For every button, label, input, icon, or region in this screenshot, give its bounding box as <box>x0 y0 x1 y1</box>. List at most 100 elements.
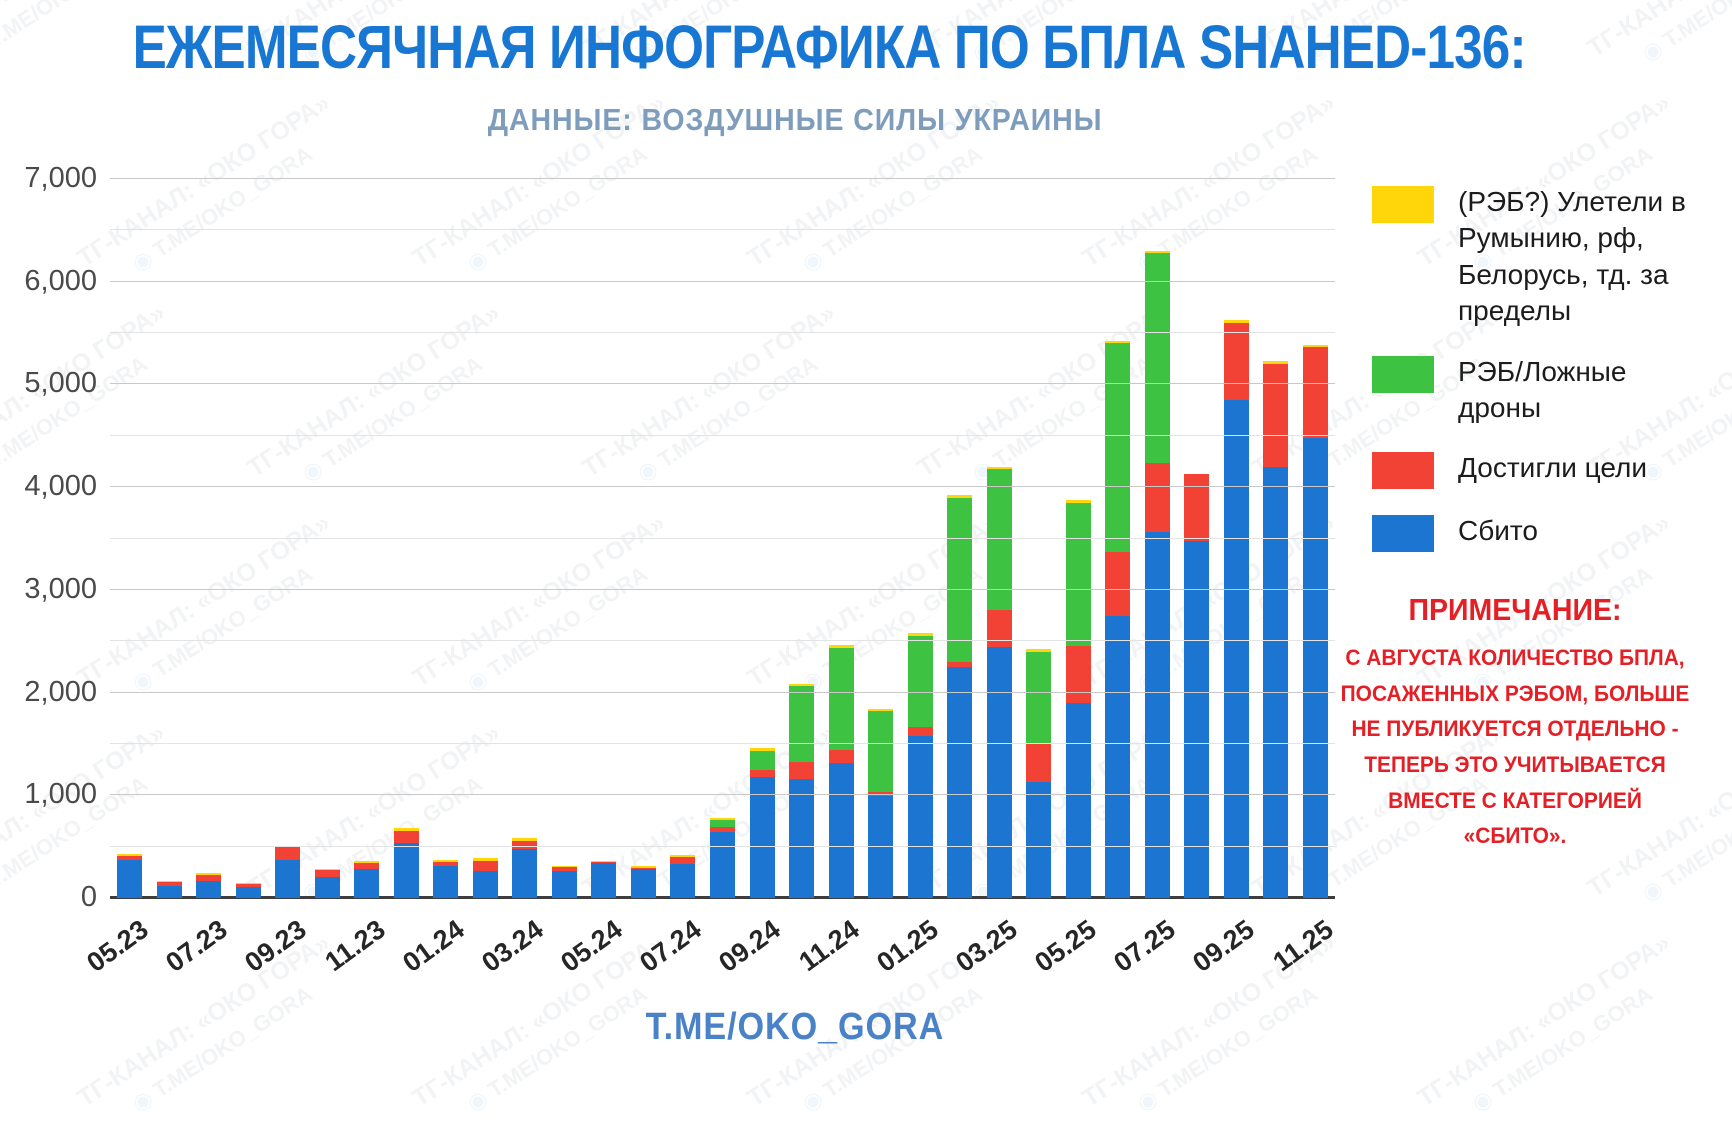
bar-slot-11.25 <box>1295 179 1335 898</box>
y-axis-label-7000: 7,000 <box>24 162 97 194</box>
chart-area <box>110 178 1335 899</box>
bar-segment-11.23-Сбито <box>354 869 380 898</box>
bar-slot-10.25 <box>1256 179 1296 898</box>
x-axis-label-09.24: 09.24 <box>713 914 786 978</box>
y-axis-label-6000: 6,000 <box>24 264 97 297</box>
bar-segment-06.23-(РЭБ?) Улетели в Румынию, рф, Белорусь, тд. за пределы <box>156 880 182 882</box>
bar-segment-10.25-Достигли цели <box>1263 363 1289 467</box>
gridline-2000 <box>110 691 1335 693</box>
note-heading: ПРИМЕЧАНИЕ: <box>1408 592 1622 627</box>
bar-segment-09.23-Достигли цели <box>275 847 301 860</box>
bar-01.24 <box>433 859 459 898</box>
x-axis-label-07.24: 07.24 <box>634 914 707 978</box>
bar-segment-10.23-(РЭБ?) Улетели в Румынию, рф, Белорусь, тд. за пределы <box>314 868 340 871</box>
bar-segment-01.24-Достигли цели <box>433 861 459 867</box>
x-axis-label-07.23: 07.23 <box>160 914 233 978</box>
bar-02.25 <box>947 495 973 898</box>
bar-segment-04.24-Сбито <box>551 870 577 898</box>
legend-swatch-icon <box>1372 186 1434 223</box>
legend-swatch-icon <box>1372 452 1434 490</box>
bar-segment-10.24-Достигли цели <box>789 762 815 779</box>
y-axis-label-3000: 3,000 <box>24 572 97 605</box>
bar-segment-09.24-Сбито <box>749 776 775 898</box>
bar-segment-11.24-Достигли цели <box>828 749 854 763</box>
watermark-link: T.ME/OKO_GORA <box>1659 0 1732 53</box>
bar-08.25 <box>1184 473 1210 898</box>
bar-segment-10.25-(РЭБ?) Улетели в Румынию, рф, Белорусь, тд. за пределы <box>1263 361 1289 364</box>
bar-segment-08.24-Сбито <box>709 832 735 898</box>
bar-segment-08.23-Достигли цели <box>235 884 261 888</box>
bar-segment-06.25-РЭБ/Ложные дроны <box>1105 343 1131 552</box>
bar-slot-03.24 <box>505 179 545 898</box>
bar-segment-10.24-Сбито <box>789 778 815 898</box>
bar-segment-10.25-Сбито <box>1263 466 1289 898</box>
bar-06.25 <box>1105 341 1131 898</box>
bar-slot-03.25 <box>979 179 1019 898</box>
bar-segment-07.23-(РЭБ?) Улетели в Румынию, рф, Белорусь, тд. за пределы <box>196 873 222 876</box>
bar-11.25 <box>1302 344 1328 898</box>
gridline-7000 <box>110 178 1335 179</box>
bar-segment-04.25-(РЭБ?) Улетели в Румынию, рф, Белорусь, тд. за пределы <box>1026 649 1052 652</box>
bar-segment-11.25-Сбито <box>1302 437 1328 898</box>
gridline-4500 <box>110 434 1335 436</box>
bar-segment-03.25-Сбито <box>986 647 1012 898</box>
bar-slot-08.24 <box>703 179 743 898</box>
bar-segment-05.24-(РЭБ?) Улетели в Румынию, рф, Белорусь, тд. за пределы <box>591 860 617 862</box>
bar-segment-12.23-Сбито <box>393 842 419 898</box>
bar-slot-04.25 <box>1019 179 1059 898</box>
bar-segment-06.24-Сбито <box>630 869 656 898</box>
bar-segment-03.25-РЭБ/Ложные дроны <box>986 468 1012 611</box>
bar-segment-01.25-РЭБ/Ложные дроны <box>907 635 933 727</box>
bar-07.24 <box>670 855 696 898</box>
bar-11.23 <box>354 861 380 898</box>
note-block: ПРИМЕЧАНИЕ: С АВГУСТА КОЛИЧЕСТВО БПЛА, П… <box>1330 592 1700 854</box>
bar-segment-05.24-Достигли цели <box>591 861 617 864</box>
bar-segment-02.25-Сбито <box>947 666 973 898</box>
bar-segment-02.25-РЭБ/Ложные дроны <box>947 498 973 662</box>
bar-slot-09.23 <box>268 179 308 898</box>
bar-slot-02.25 <box>940 179 980 898</box>
legend-item-0: (РЭБ?) Улетели в Румынию, рф, Белорусь, … <box>1372 184 1704 330</box>
bar-06.24 <box>630 866 656 898</box>
bar-segment-01.25-Достигли цели <box>907 727 933 737</box>
bar-08.24 <box>709 817 735 898</box>
bar-segment-04.24-(РЭБ?) Улетели в Румынию, рф, Белорусь, тд. за пределы <box>551 865 577 868</box>
note-body: С АВГУСТА КОЛИЧЕСТВО БПЛА, ПОСАЖЕННЫХ РЭ… <box>1340 645 1690 849</box>
legend-label: Сбито <box>1458 515 1538 547</box>
page-subtitle: ДАННЫЕ: ВОЗДУШНЫЕ СИЛЫ УКРАИНЫ <box>487 102 1103 137</box>
bar-segment-09.24-Достигли цели <box>749 769 775 777</box>
bar-segment-06.25-Сбито <box>1105 615 1131 898</box>
gridline-6500 <box>110 229 1335 231</box>
x-axis-label-03.25: 03.25 <box>950 914 1023 978</box>
x-axis-label-03.24: 03.24 <box>476 914 549 978</box>
x-axis-label-09.23: 09.23 <box>239 914 312 978</box>
bar-04.25 <box>1026 649 1052 898</box>
bar-segment-03.24-Достигли цели <box>512 841 538 849</box>
bar-slot-12.24 <box>861 179 901 898</box>
bar-segment-07.24-Достигли цели <box>670 856 696 865</box>
bar-segment-11.25-(РЭБ?) Улетели в Румынию, рф, Белорусь, тд. за пределы <box>1302 344 1328 348</box>
bar-slot-01.25 <box>900 179 940 898</box>
legend-item-2: Достигли цели <box>1372 450 1704 490</box>
bar-slot-09.25 <box>1216 179 1256 898</box>
bar-slot-08.25 <box>1177 179 1217 898</box>
y-axis-label-4000: 4,000 <box>24 470 97 503</box>
bar-slot-06.23 <box>150 179 190 898</box>
gridline-2500 <box>110 640 1335 642</box>
bar-slot-06.24 <box>624 179 664 898</box>
bar-segment-10.24-(РЭБ?) Улетели в Румынию, рф, Белорусь, тд. за пределы <box>789 684 815 687</box>
bar-slot-02.24 <box>466 179 506 898</box>
bar-07.25 <box>1144 250 1170 898</box>
x-axis-label-05.23: 05.23 <box>81 914 154 978</box>
gridline-1500 <box>110 742 1335 744</box>
gridline-500 <box>110 845 1335 847</box>
bar-slot-05.25 <box>1058 179 1098 898</box>
bar-segment-12.24-РЭБ/Ложные дроны <box>868 711 894 793</box>
bar-segment-04.24-Достигли цели <box>551 867 577 871</box>
bar-segment-10.23-Сбито <box>314 877 340 898</box>
bar-segment-08.24-(РЭБ?) Улетели в Румынию, рф, Белорусь, тд. за пределы <box>709 817 735 821</box>
bar-slot-10.23 <box>308 179 348 898</box>
bar-segment-03.25-Достигли цели <box>986 610 1012 648</box>
bar-segment-04.25-Достигли цели <box>1026 742 1052 782</box>
bar-segment-12.24-Сбито <box>868 796 894 898</box>
